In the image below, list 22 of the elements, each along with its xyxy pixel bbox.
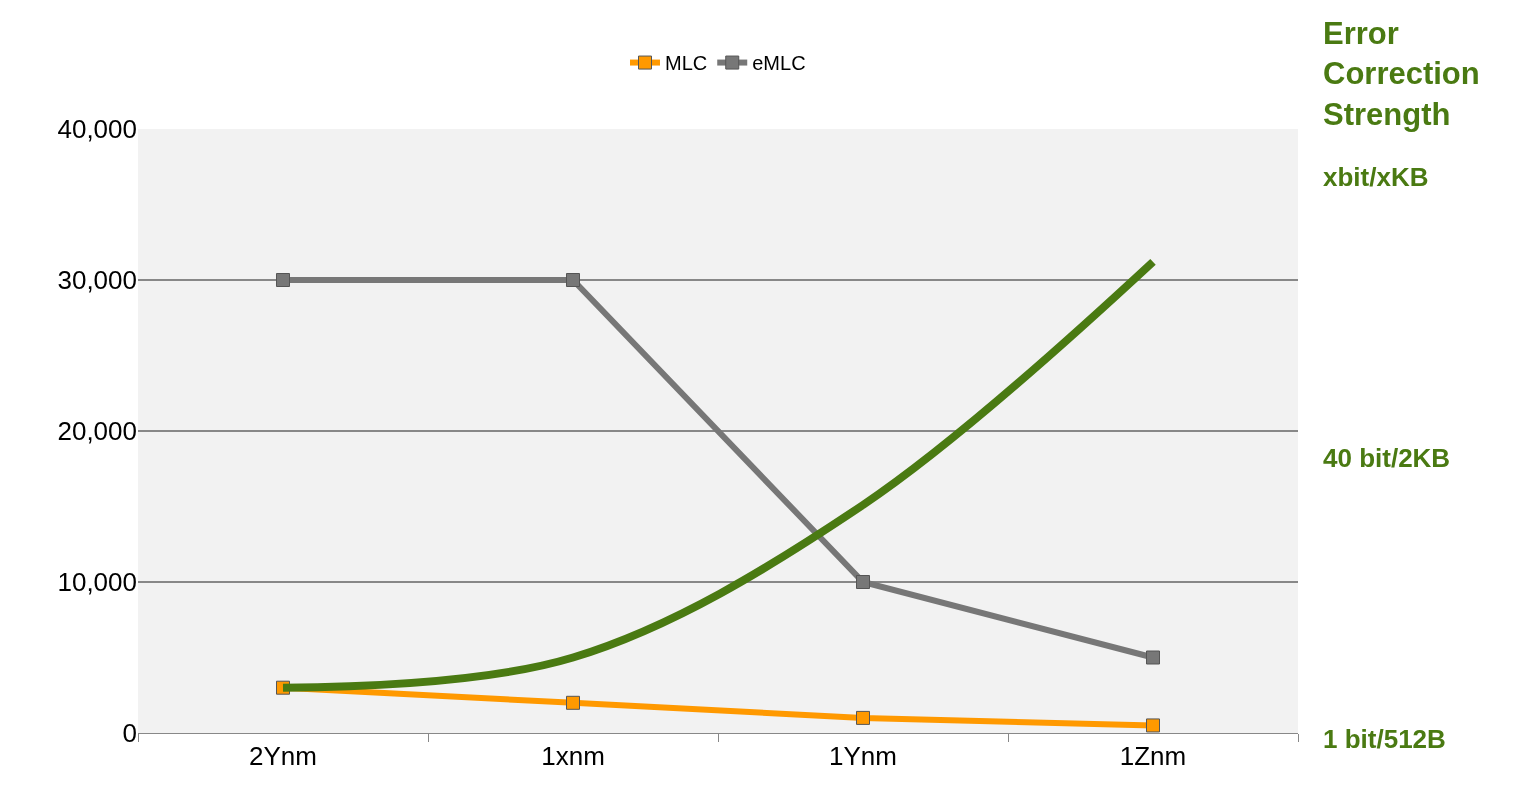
y-tick-label: 0 (122, 718, 137, 749)
y-tick-label: 40,000 (57, 114, 137, 145)
point (856, 710, 870, 725)
text: xbit/xKB (1323, 162, 1429, 192)
y2-axis-title: Error Correction Strength (1323, 16, 1480, 132)
legend-label: MLC (665, 52, 708, 75)
point (276, 273, 290, 287)
x-tick-label: 1Znm (1119, 741, 1187, 772)
point (566, 273, 580, 287)
x-tick-label: 1Ynm (829, 741, 897, 772)
x-tick-label: 2Ynm (249, 741, 317, 772)
y-tick-label: 10,000 (57, 567, 137, 598)
y-tick-label: 30,000 (57, 265, 137, 296)
point (856, 575, 870, 589)
point (566, 695, 580, 710)
point (1146, 718, 1160, 733)
legend-label: eMLC (752, 52, 806, 75)
text: 1 bit/512B (1323, 724, 1446, 754)
point (1146, 650, 1160, 665)
x-tick-label: 1xnm (541, 741, 605, 772)
text: 40 bit/2KB (1323, 443, 1451, 473)
y-tick-label: 20,000 (57, 416, 137, 447)
